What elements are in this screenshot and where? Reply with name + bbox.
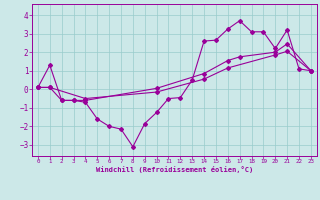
- X-axis label: Windchill (Refroidissement éolien,°C): Windchill (Refroidissement éolien,°C): [96, 166, 253, 173]
